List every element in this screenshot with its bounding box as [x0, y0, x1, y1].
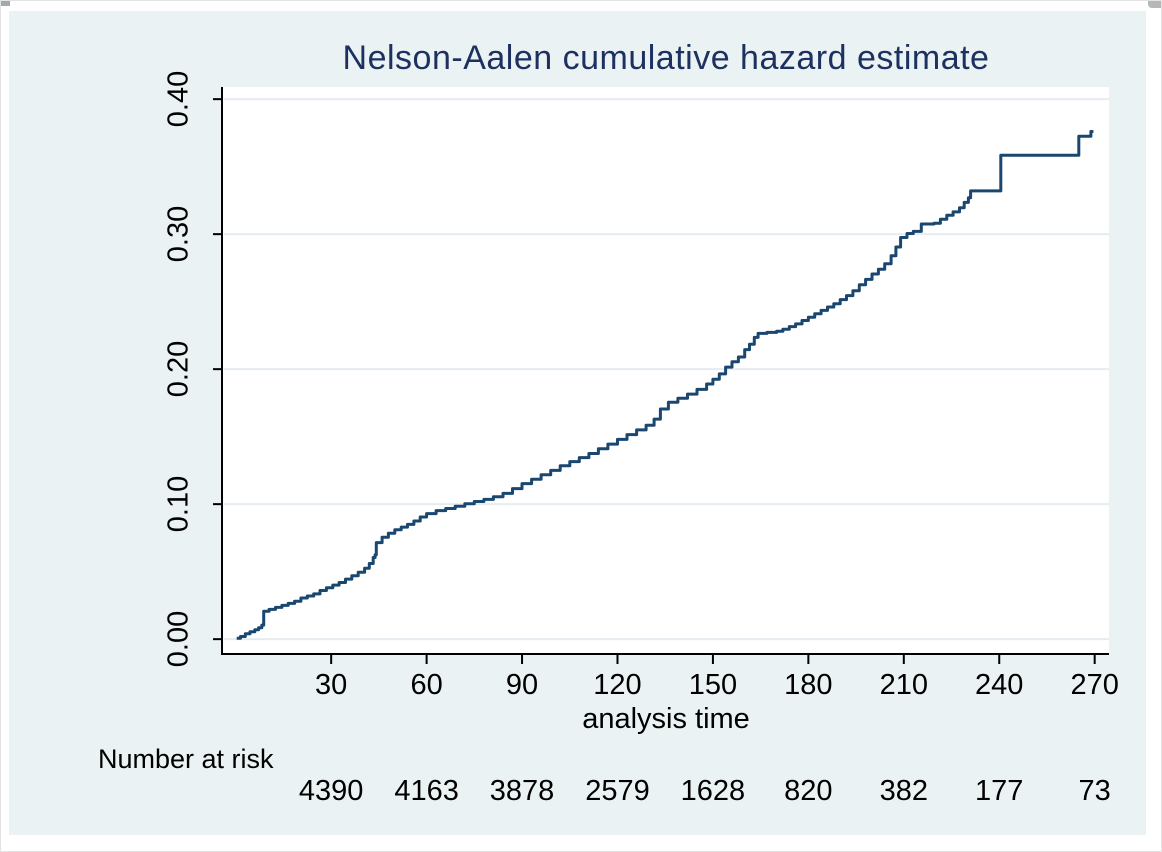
y-tick-label: 0.10: [162, 475, 195, 533]
risk-count: 3878: [489, 775, 555, 807]
x-tick-label: 240: [975, 669, 1024, 701]
y-tick-label: 0.40: [162, 70, 195, 128]
x-axis-label: analysis time: [582, 703, 750, 735]
x-tick-label: 90: [505, 669, 539, 701]
x-tick-label: 30: [315, 669, 348, 701]
y-tick-label: 0.30: [162, 205, 195, 263]
y-tick-label: 0.00: [162, 610, 195, 668]
risk-count: 73: [1078, 775, 1111, 807]
nelson-aalen-curve: [236, 130, 1094, 640]
x-tick-label: 180: [784, 669, 833, 701]
risk-count: 2579: [585, 775, 650, 807]
x-tick-label: 210: [879, 669, 928, 701]
risk-count: 820: [784, 775, 833, 807]
risk-count: 382: [879, 775, 928, 807]
risk-count: 177: [975, 775, 1024, 807]
risk-table-label: Number at risk: [98, 744, 274, 774]
risk-count: 1628: [680, 775, 746, 807]
risk-count: 4390: [298, 775, 364, 807]
x-tick-label: 120: [593, 669, 642, 701]
chart-title: Nelson-Aalen cumulative hazard estimate: [342, 39, 990, 77]
window-corner-artifact-right: [1148, 1, 1161, 8]
x-tick-label: 150: [688, 669, 738, 701]
y-tick-label: 0.20: [162, 340, 195, 398]
risk-count: 4163: [394, 775, 459, 807]
plot-area: [223, 87, 1109, 654]
x-tick-label: 270: [1070, 669, 1119, 701]
x-tick-label: 60: [410, 669, 443, 701]
window-corner-artifact-left: [1, 1, 10, 6]
